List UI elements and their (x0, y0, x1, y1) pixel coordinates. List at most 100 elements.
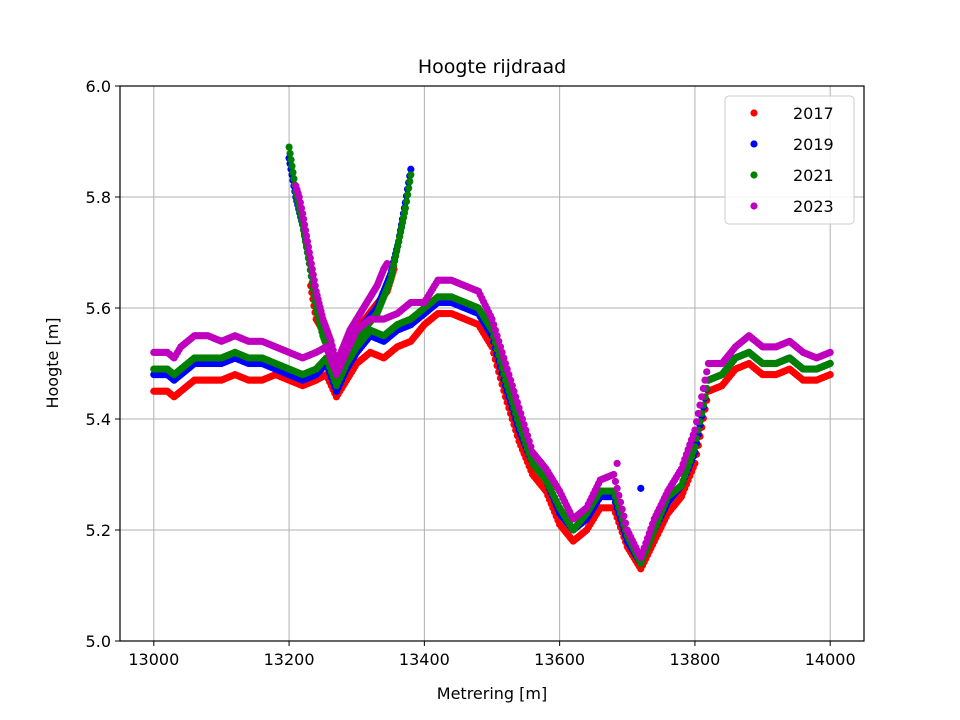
data-point (698, 393, 706, 401)
y-tick-label: 5.6 (86, 299, 111, 318)
legend-marker (750, 202, 758, 210)
data-point (503, 365, 511, 373)
data-point (289, 168, 297, 177)
data-point (826, 371, 834, 379)
legend-label: 2021 (793, 166, 834, 185)
data-point (407, 171, 415, 179)
data-point (826, 359, 834, 368)
data-point (406, 177, 414, 186)
x-tick-label: 14000 (805, 650, 856, 669)
data-point (287, 156, 295, 164)
data-point (613, 484, 621, 492)
data-point (694, 409, 702, 418)
data-point (510, 387, 518, 395)
series-2021 (150, 143, 834, 567)
data-point (508, 382, 516, 390)
data-point (525, 437, 533, 445)
data-point (513, 415, 521, 423)
x-axis-label: Metrering [m] (437, 684, 547, 703)
data-point (620, 512, 628, 520)
y-axis-label: Hoogte [m] (43, 317, 62, 408)
data-point (699, 384, 707, 393)
data-point (517, 409, 525, 418)
data-points (150, 143, 834, 573)
y-tick-label: 5.8 (86, 188, 111, 207)
data-point (520, 420, 528, 429)
legend-label: 2017 (793, 104, 834, 123)
data-point (512, 409, 520, 418)
data-point (613, 459, 621, 467)
data-point (288, 162, 296, 170)
y-tick-label: 6.0 (86, 77, 111, 96)
data-point (491, 326, 499, 334)
x-tick-label: 13600 (534, 650, 585, 669)
x-tick-label: 13000 (128, 650, 179, 669)
data-point (508, 398, 516, 406)
data-point (611, 477, 620, 486)
data-point (501, 376, 510, 384)
data-point (285, 143, 293, 151)
data-point (309, 271, 317, 279)
legend-marker (750, 109, 758, 117)
data-point (407, 165, 415, 173)
y-axis-ticks: 5.0 5.2 5.4 5.6 5.8 6.0 (86, 77, 120, 651)
data-point (299, 215, 308, 223)
data-point (703, 368, 711, 376)
data-point (518, 415, 527, 423)
x-axis-ticks: 13000 13200 13400 13600 13800 14000 (128, 641, 856, 669)
data-point (306, 254, 314, 262)
data-point (311, 282, 319, 290)
data-point (403, 191, 412, 199)
data-point (304, 243, 313, 251)
x-tick-label: 13400 (399, 650, 450, 669)
data-point (498, 348, 506, 356)
legend-box (724, 95, 855, 225)
data-point (308, 265, 316, 273)
data-point (493, 332, 501, 340)
data-point (307, 260, 315, 268)
data-point (507, 376, 515, 384)
data-point (618, 505, 626, 513)
data-point (505, 371, 513, 379)
data-point (490, 321, 498, 329)
data-point (505, 387, 513, 395)
data-point (297, 204, 306, 212)
data-point (500, 354, 508, 362)
data-point (826, 348, 834, 356)
legend-marker (750, 140, 758, 148)
data-point (691, 426, 699, 434)
chart-title: Hoogte rijdraad (418, 56, 566, 78)
data-point (300, 221, 309, 229)
legend-label: 2023 (793, 197, 834, 216)
data-point (507, 393, 515, 401)
data-point (615, 491, 623, 499)
data-point (522, 426, 530, 434)
data-point (523, 432, 532, 440)
data-point (301, 226, 310, 234)
data-point (402, 197, 411, 206)
data-point (286, 149, 294, 157)
data-point (503, 382, 511, 390)
y-tick-label: 5.2 (86, 521, 111, 540)
data-point (290, 175, 298, 183)
data-point (527, 443, 535, 451)
x-tick-label: 13800 (669, 650, 720, 669)
plot-frame (119, 85, 865, 642)
y-tick-label: 5.4 (86, 410, 111, 429)
data-point (616, 498, 625, 506)
data-point (637, 484, 645, 492)
data-point (310, 276, 318, 284)
data-point (610, 470, 618, 479)
data-point (488, 315, 496, 323)
data-point (305, 248, 313, 257)
legend-label: 2019 (793, 135, 834, 154)
data-point (696, 401, 704, 409)
data-point (501, 359, 510, 368)
data-point (299, 210, 307, 218)
data-point (383, 260, 391, 268)
series-2023 (150, 182, 834, 562)
data-point (303, 237, 312, 245)
y-tick-label: 5.0 (86, 632, 111, 651)
data-point (513, 398, 521, 406)
